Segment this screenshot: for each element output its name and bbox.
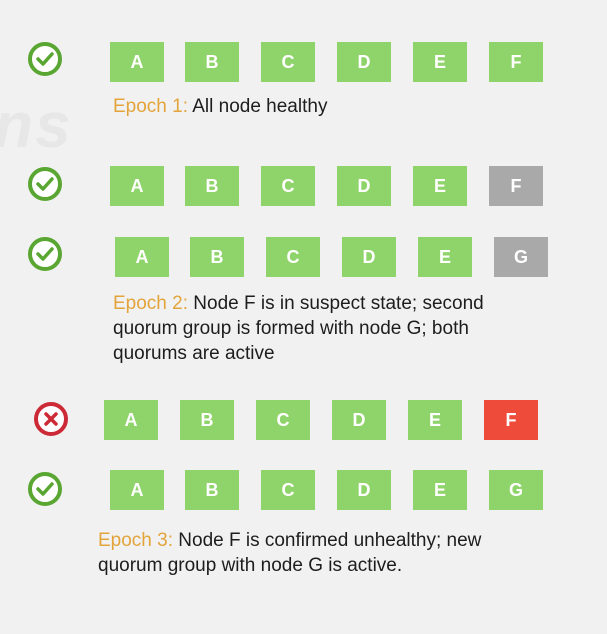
- node-box: C: [261, 42, 315, 82]
- epoch-label: Epoch 1:: [113, 96, 188, 117]
- node-box: D: [337, 166, 391, 206]
- caption-line: Node F is confirmed unhealthy; new: [178, 530, 482, 551]
- epoch-3-caption: Epoch 3: Node F is confirmed unhealthy; …: [98, 528, 481, 578]
- quorum-row-epoch2-secondary: A B C D E G: [0, 230, 607, 282]
- node-box: G: [489, 470, 543, 510]
- node-box: C: [266, 237, 320, 277]
- check-circle-icon: [28, 237, 62, 271]
- quorum-row-epoch3-failed: A B C D E F: [0, 392, 607, 444]
- node-box: E: [413, 166, 467, 206]
- epoch-1-caption: Epoch 1: All node healthy: [113, 94, 327, 119]
- node-box: D: [332, 400, 386, 440]
- quorum-row-epoch3-active: A B C D E G: [0, 462, 607, 514]
- node-box-suspect: F: [489, 166, 543, 206]
- node-box: C: [256, 400, 310, 440]
- node-box-suspect: G: [494, 237, 548, 277]
- node-box: B: [190, 237, 244, 277]
- epoch-label: Epoch 3:: [98, 530, 173, 551]
- check-circle-icon: [28, 167, 62, 201]
- epoch-label: Epoch 2:: [113, 293, 188, 314]
- node-box: F: [489, 42, 543, 82]
- node-box: E: [413, 470, 467, 510]
- node-box: B: [180, 400, 234, 440]
- node-box: E: [413, 42, 467, 82]
- node-box: C: [261, 166, 315, 206]
- x-circle-icon: [34, 402, 68, 436]
- node-box: A: [110, 42, 164, 82]
- caption-line: Node F is in suspect state; second: [193, 293, 484, 314]
- check-circle-icon: [28, 42, 62, 76]
- node-box: D: [342, 237, 396, 277]
- node-box: D: [337, 470, 391, 510]
- caption-line: All node healthy: [192, 96, 328, 117]
- node-box: B: [185, 42, 239, 82]
- quorum-row-epoch1: A B C D E F: [0, 36, 607, 88]
- node-box: E: [418, 237, 472, 277]
- node-box: A: [115, 237, 169, 277]
- check-circle-icon: [28, 472, 62, 506]
- node-box: C: [261, 470, 315, 510]
- node-box: E: [408, 400, 462, 440]
- node-box: A: [110, 470, 164, 510]
- node-box: B: [185, 166, 239, 206]
- node-box: A: [104, 400, 158, 440]
- caption-line: quorum group with node G is active.: [98, 555, 403, 576]
- caption-line: quorums are active: [113, 343, 275, 364]
- node-box: D: [337, 42, 391, 82]
- node-box: B: [185, 470, 239, 510]
- watermark-text: ns: [0, 89, 73, 161]
- caption-line: quorum group is formed with node G; both: [113, 318, 469, 339]
- epoch-2-caption: Epoch 2: Node F is in suspect state; sec…: [113, 291, 484, 366]
- quorum-row-epoch2-primary: A B C D E F: [0, 160, 607, 212]
- node-box-failed: F: [484, 400, 538, 440]
- node-box: A: [110, 166, 164, 206]
